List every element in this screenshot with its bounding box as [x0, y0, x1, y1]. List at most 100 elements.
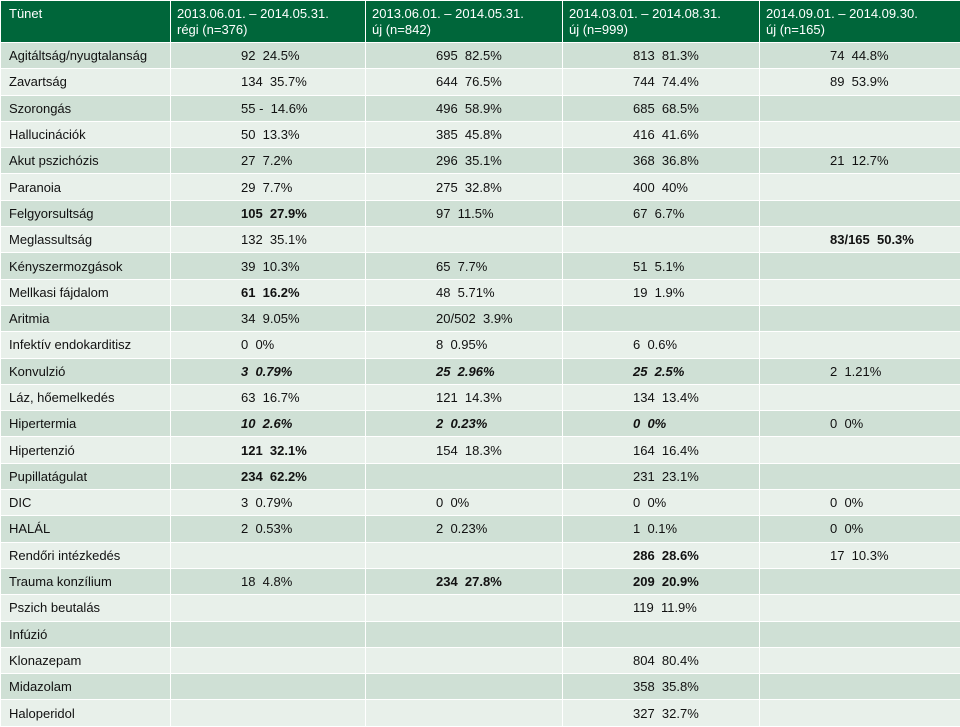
cell-value: 234 27.8%	[366, 568, 563, 594]
cell-value: 17 10.3%	[760, 542, 960, 568]
cell-value: 121 32.1%	[171, 437, 366, 463]
cell-value: 134 13.4%	[563, 384, 760, 410]
cell-value: 83/165 50.3%	[760, 227, 960, 253]
header-period-old: 2013.06.01. – 2014.05.31. régi (n=376)	[171, 1, 366, 43]
table-row: Szorongás 55 - 14.6% 496 58.9% 685 68.5%	[1, 95, 960, 121]
cell-value: 2 0.23%	[366, 516, 563, 542]
cell-value: 20/502 3.9%	[366, 305, 563, 331]
cell-value	[760, 279, 960, 305]
row-label: Pupillatágulat	[1, 463, 171, 489]
row-label: Konvulzió	[1, 358, 171, 384]
cell-value: 496 58.9%	[366, 95, 563, 121]
cell-value: 55 - 14.6%	[171, 95, 366, 121]
cell-value	[366, 227, 563, 253]
cell-value: 804 80.4%	[563, 647, 760, 673]
row-label: Hallucinációk	[1, 121, 171, 147]
row-label: DIC	[1, 490, 171, 516]
cell-value: 327 32.7%	[563, 700, 760, 726]
row-label: Agitáltság/nyugtalanság	[1, 43, 171, 69]
table-row: Infektív endokarditisz 0 0% 8 0.95% 6 0.…	[1, 332, 960, 358]
cell-value	[366, 542, 563, 568]
cell-value	[760, 200, 960, 226]
cell-value: 132 35.1%	[171, 227, 366, 253]
row-label: Kényszermozgások	[1, 253, 171, 279]
table-row: Zavartság 134 35.7% 644 76.5% 744 74.4% …	[1, 69, 960, 95]
cell-value: 154 18.3%	[366, 437, 563, 463]
cell-value: 121 14.3%	[366, 384, 563, 410]
cell-value: 644 76.5%	[366, 69, 563, 95]
table-row: Aritmia 34 9.05% 20/502 3.9%	[1, 305, 960, 331]
row-label: Aritmia	[1, 305, 171, 331]
cell-value	[760, 674, 960, 700]
cell-value: 0 0%	[563, 411, 760, 437]
cell-value: 286 28.6%	[563, 542, 760, 568]
cell-value: 25 2.96%	[366, 358, 563, 384]
cell-value	[760, 568, 960, 594]
cell-value: 164 16.4%	[563, 437, 760, 463]
cell-value: 48 5.71%	[366, 279, 563, 305]
cell-value: 105 27.9%	[171, 200, 366, 226]
table-row: HALÁL 2 0.53% 2 0.23% 1 0.1% 0 0%	[1, 516, 960, 542]
row-label: Trauma konzílium	[1, 568, 171, 594]
cell-value: 39 10.3%	[171, 253, 366, 279]
cell-value: 6 0.6%	[563, 332, 760, 358]
cell-value	[760, 437, 960, 463]
table-row: Pszich beutalás 119 11.9%	[1, 595, 960, 621]
cell-value: 74 44.8%	[760, 43, 960, 69]
table-row: Mellkasi fájdalom 61 16.2% 48 5.71% 19 1…	[1, 279, 960, 305]
table-row: Meglassultság 132 35.1% 83/165 50.3%	[1, 227, 960, 253]
table-row: Haloperidol 327 32.7%	[1, 700, 960, 726]
table-row: Rendőri intézkedés 286 28.6% 17 10.3%	[1, 542, 960, 568]
table-row: Akut pszichózis 27 7.2% 296 35.1% 368 36…	[1, 148, 960, 174]
table-row: Kényszermozgások 39 10.3% 65 7.7% 51 5.1…	[1, 253, 960, 279]
cell-value: 3 0.79%	[171, 490, 366, 516]
cell-value: 61 16.2%	[171, 279, 366, 305]
table-row: Paranoia 29 7.7% 275 32.8% 400 40%	[1, 174, 960, 200]
cell-value: 744 74.4%	[563, 69, 760, 95]
row-label: Láz, hőemelkedés	[1, 384, 171, 410]
cell-value: 0 0%	[563, 490, 760, 516]
cell-value	[171, 595, 366, 621]
row-label: Paranoia	[1, 174, 171, 200]
cell-value	[366, 700, 563, 726]
cell-value	[171, 542, 366, 568]
cell-value: 685 68.5%	[563, 95, 760, 121]
row-label: Pszich beutalás	[1, 595, 171, 621]
table-row: Hallucinációk 50 13.3% 385 45.8% 416 41.…	[1, 121, 960, 147]
cell-value	[760, 384, 960, 410]
cell-value: 89 53.9%	[760, 69, 960, 95]
table-row: Agitáltság/nyugtalanság 92 24.5% 695 82.…	[1, 43, 960, 69]
row-label: Hipertermia	[1, 411, 171, 437]
row-label: Zavartság	[1, 69, 171, 95]
cell-value: 119 11.9%	[563, 595, 760, 621]
cell-value	[171, 700, 366, 726]
row-label: Haloperidol	[1, 700, 171, 726]
cell-value: 8 0.95%	[366, 332, 563, 358]
table-row: Konvulzió 3 0.79% 25 2.96% 25 2.5% 2 1.2…	[1, 358, 960, 384]
table-row: Klonazepam 804 80.4%	[1, 647, 960, 673]
cell-value: 34 9.05%	[171, 305, 366, 331]
row-label: Mellkasi fájdalom	[1, 279, 171, 305]
cell-value: 21 12.7%	[760, 148, 960, 174]
cell-value: 296 35.1%	[366, 148, 563, 174]
cell-value	[366, 621, 563, 647]
cell-value: 65 7.7%	[366, 253, 563, 279]
cell-value: 416 41.6%	[563, 121, 760, 147]
row-label: Rendőri intézkedés	[1, 542, 171, 568]
cell-value: 358 35.8%	[563, 674, 760, 700]
cell-value	[760, 305, 960, 331]
cell-value: 0 0%	[171, 332, 366, 358]
cell-value: 400 40%	[563, 174, 760, 200]
cell-value	[760, 332, 960, 358]
cell-value	[366, 595, 563, 621]
cell-value: 29 7.7%	[171, 174, 366, 200]
row-label: Felgyorsultság	[1, 200, 171, 226]
cell-value	[563, 305, 760, 331]
cell-value: 97 11.5%	[366, 200, 563, 226]
cell-value: 231 23.1%	[563, 463, 760, 489]
table-row: Midazolam 358 35.8%	[1, 674, 960, 700]
table-row: Pupillatágulat 234 62.2% 231 23.1%	[1, 463, 960, 489]
cell-value	[171, 621, 366, 647]
header-symptom: Tünet	[1, 1, 171, 43]
